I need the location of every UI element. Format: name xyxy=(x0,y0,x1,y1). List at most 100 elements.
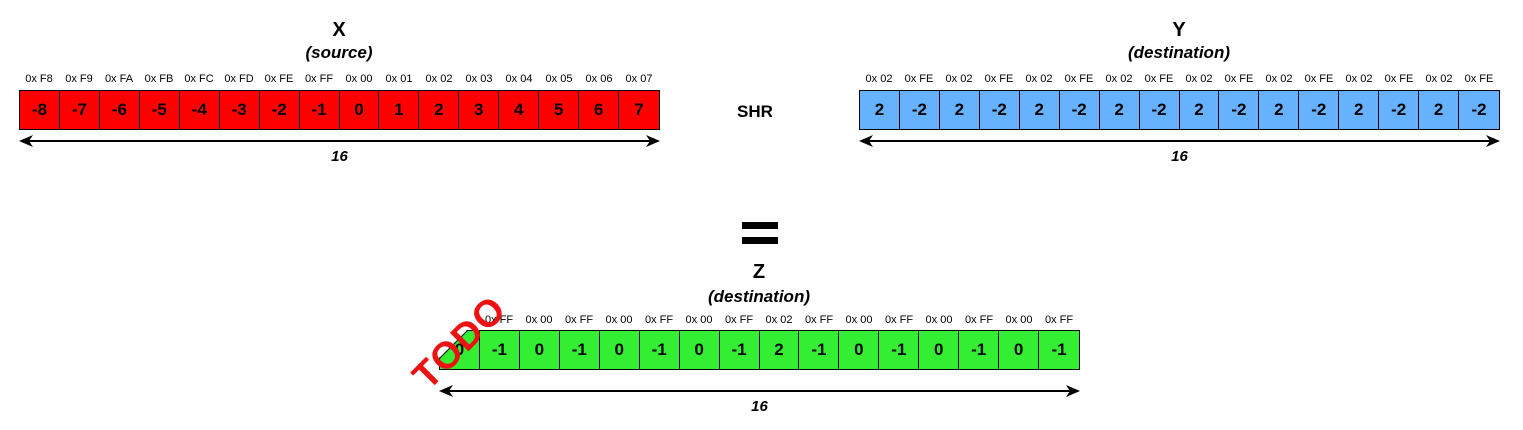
x-subtitle: (source) xyxy=(305,43,373,62)
x-width-arrow xyxy=(19,131,660,151)
y-cell: -2 xyxy=(1219,91,1260,129)
y-cell: 2 xyxy=(939,91,980,129)
x-hex-label: 0x FE xyxy=(264,73,294,85)
y-hex-row: 0x 02 0x FE 0x 02 0x FE 0x 02 0x FE 0x 02 0x FE… xyxy=(859,72,1499,86)
x-cell: 5 xyxy=(539,91,580,129)
z-cell: -1 xyxy=(959,331,1000,369)
z-hex-label: 0x 00 xyxy=(605,314,633,326)
y-hex-label: 0x 02 xyxy=(1105,73,1133,85)
z-hex-label: 0x FF xyxy=(964,314,994,326)
z-cell: -1 xyxy=(719,331,760,369)
x-hex-label: 0x FC xyxy=(184,73,214,85)
y-subtitle: (destination) xyxy=(1128,43,1230,62)
z-width-arrow xyxy=(439,381,1080,401)
x-cell: 4 xyxy=(499,91,540,129)
x-hex-label: 0x 04 xyxy=(505,73,533,85)
x-cell: -4 xyxy=(179,91,220,129)
x-cell: 0 xyxy=(339,91,380,129)
y-cell: -2 xyxy=(899,91,940,129)
x-cell: -6 xyxy=(99,91,140,129)
y-cell: 2 xyxy=(1419,91,1460,129)
z-cell: -1 xyxy=(1039,331,1079,369)
y-width-label: 16 xyxy=(1171,148,1188,165)
x-hex-label: 0x 06 xyxy=(585,73,613,85)
y-hex-label: 0x FE xyxy=(1304,73,1334,85)
z-hex-label: 0x 00 xyxy=(925,314,953,326)
y-hex-label: 0x 02 xyxy=(1185,73,1213,85)
y-hex-label: 0x 02 xyxy=(1345,73,1373,85)
y-hex-label: 0x FE xyxy=(1144,73,1174,85)
z-hex-label: 0x FF xyxy=(1044,314,1074,326)
z-cell: 0 xyxy=(599,331,640,369)
y-hex-label: 0x FE xyxy=(984,73,1014,85)
todo-corner-cutout xyxy=(438,329,468,359)
y-hex-label: 0x 02 xyxy=(1425,73,1453,85)
operation-label: SHR xyxy=(737,102,773,121)
x-hex-label: 0x 02 xyxy=(425,73,453,85)
z-hex-label: 0x 00 xyxy=(1005,314,1033,326)
z-hex-label: 0x 02 xyxy=(765,314,793,326)
z-hex-row: 0x FF 0x 00 0x FF 0x 00 0x FF 0x 00 0x FF 0x 02… xyxy=(439,313,1079,327)
x-cell: 1 xyxy=(379,91,420,129)
y-hex-label: 0x 02 xyxy=(1025,73,1053,85)
x-hex-label: 0x FD xyxy=(224,73,254,85)
y-hex-label: 0x 02 xyxy=(945,73,973,85)
z-cell: 0 xyxy=(839,331,880,369)
y-register: 2 -2 2 -2 2 -2 2 -2 2 -2 2 -2 2 -2 2 -2 xyxy=(859,90,1500,130)
y-hex-label: 0x FE xyxy=(904,73,934,85)
z-hex-label: 0x FF xyxy=(484,314,514,326)
y-cell: -2 xyxy=(1379,91,1420,129)
z-cell: 0 xyxy=(519,331,560,369)
x-hex-row: 0x F8 0x F9 0x FA 0x FB 0x FC 0x FD 0x FE 0x FF… xyxy=(19,72,659,86)
x-cell: 2 xyxy=(419,91,460,129)
z-cell: -1 xyxy=(639,331,680,369)
z-cell: -1 xyxy=(799,331,840,369)
y-hex-label: 0x 02 xyxy=(1265,73,1293,85)
x-register: -8 -7 -6 -5 -4 -3 -2 -1 0 1 2 3 4 5 6 7 xyxy=(19,90,660,130)
z-hex-label: 0x FF xyxy=(884,314,914,326)
equals-sign xyxy=(742,222,778,252)
x-hex-label: 0x 07 xyxy=(625,73,653,85)
z-width-label: 16 xyxy=(751,398,768,415)
y-hex-label: 0x FE xyxy=(1384,73,1414,85)
y-hex-label: 0x FE xyxy=(1064,73,1094,85)
x-cell: -8 xyxy=(20,91,60,129)
x-cell: -5 xyxy=(139,91,180,129)
z-hex-label: 0x FF xyxy=(644,314,674,326)
z-title: Z xyxy=(752,261,766,283)
z-hex-label: 0x FF xyxy=(564,314,594,326)
z-register: 0 -1 0 -1 0 -1 0 -1 2 -1 0 -1 0 -1 0 -1 xyxy=(439,330,1080,370)
x-cell: -2 xyxy=(259,91,300,129)
x-hex-label: 0x 03 xyxy=(465,73,493,85)
x-cell: -3 xyxy=(219,91,260,129)
y-cell: 2 xyxy=(1019,91,1060,129)
y-cell: 2 xyxy=(1179,91,1220,129)
y-cell: -2 xyxy=(1139,91,1180,129)
y-title: Y xyxy=(1172,19,1186,41)
z-hex-label: 0x 00 xyxy=(525,314,553,326)
x-hex-label: 0x 01 xyxy=(385,73,413,85)
x-hex-label: 0x FB xyxy=(144,73,174,85)
z-hex-label: 0x 00 xyxy=(685,314,713,326)
x-hex-label: 0x 00 xyxy=(345,73,373,85)
z-hex-label: 0x FF xyxy=(804,314,834,326)
x-width-label: 16 xyxy=(331,148,348,165)
z-subtitle: (destination) xyxy=(708,287,810,306)
z-cell: 0 xyxy=(679,331,720,369)
z-cell: 2 xyxy=(759,331,800,369)
y-width-arrow xyxy=(859,131,1500,151)
x-hex-label: 0x FA xyxy=(104,73,134,85)
x-hex-label: 0x 05 xyxy=(545,73,573,85)
z-cell: -1 xyxy=(879,331,920,369)
x-hex-label: 0x FF xyxy=(304,73,334,85)
x-cell: 6 xyxy=(579,91,620,129)
x-hex-label: 0x F9 xyxy=(65,73,93,85)
x-cell: 3 xyxy=(459,91,500,129)
z-hex-label: 0x FF xyxy=(724,314,754,326)
z-cell: 0 xyxy=(999,331,1040,369)
y-cell: 2 xyxy=(1339,91,1380,129)
x-cell: -1 xyxy=(299,91,340,129)
y-cell: 2 xyxy=(1259,91,1300,129)
z-cell: -1 xyxy=(479,331,520,369)
y-cell: -2 xyxy=(1459,91,1499,129)
